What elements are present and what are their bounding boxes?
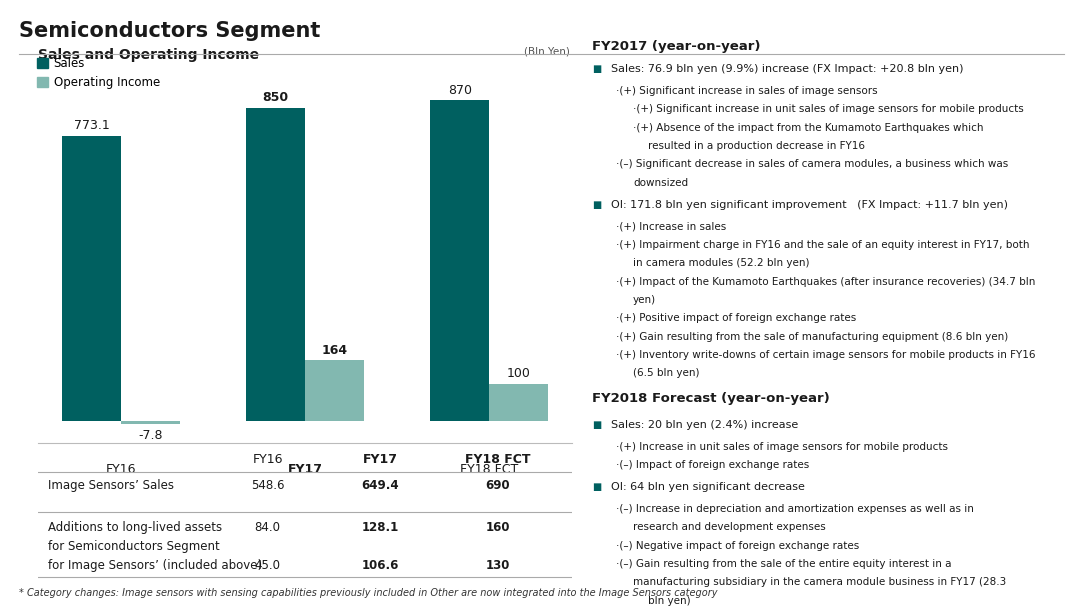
Text: Sales: 20 bln yen (2.4%) increase: Sales: 20 bln yen (2.4%) increase bbox=[611, 420, 798, 430]
Text: in camera modules (52.2 bln yen): in camera modules (52.2 bln yen) bbox=[633, 258, 809, 268]
Text: downsized: downsized bbox=[633, 178, 688, 188]
Text: FY18 FCT: FY18 FCT bbox=[460, 463, 518, 476]
Text: 548.6: 548.6 bbox=[251, 479, 284, 492]
Bar bbox=[489, 384, 549, 421]
Text: ·(+) Positive impact of foreign exchange rates: ·(+) Positive impact of foreign exchange… bbox=[616, 313, 855, 323]
Text: FY2018 Forecast (year-on-year): FY2018 Forecast (year-on-year) bbox=[592, 392, 829, 404]
Text: Sales and Operating Income: Sales and Operating Income bbox=[38, 48, 259, 62]
Bar bbox=[246, 108, 306, 421]
Text: 690: 690 bbox=[485, 479, 510, 492]
Text: FY16: FY16 bbox=[253, 453, 283, 466]
Bar bbox=[306, 360, 364, 421]
Bar bbox=[430, 100, 489, 421]
Text: 100: 100 bbox=[507, 367, 530, 380]
Text: (6.5 bln yen): (6.5 bln yen) bbox=[633, 368, 700, 378]
Text: 128.1: 128.1 bbox=[362, 521, 399, 533]
Text: * Category changes: Image sensors with sensing capabilities previously included : * Category changes: Image sensors with s… bbox=[19, 588, 718, 598]
Text: ·(+) Increase in unit sales of image sensors for mobile products: ·(+) Increase in unit sales of image sen… bbox=[616, 442, 947, 452]
Text: ·(–) Increase in depreciation and amortization expenses as well as in: ·(–) Increase in depreciation and amorti… bbox=[616, 504, 973, 514]
Text: ·(+) Gain resulting from the sale of manufacturing equipment (8.6 bln yen): ·(+) Gain resulting from the sale of man… bbox=[616, 332, 1008, 342]
Text: 164: 164 bbox=[322, 344, 348, 357]
Text: ·(+) Significant increase in sales of image sensors: ·(+) Significant increase in sales of im… bbox=[616, 86, 877, 96]
Text: 649.4: 649.4 bbox=[361, 479, 399, 492]
Text: resulted in a production decrease in FY16: resulted in a production decrease in FY1… bbox=[648, 141, 865, 151]
Text: 773.1: 773.1 bbox=[73, 119, 109, 133]
Text: ·(–) Significant decrease in sales of camera modules, a business which was: ·(–) Significant decrease in sales of ca… bbox=[616, 159, 1008, 169]
Text: -7.8: -7.8 bbox=[138, 429, 163, 442]
Text: ·(+) Impact of the Kumamoto Earthquakes (after insurance recoveries) (34.7 bln: ·(+) Impact of the Kumamoto Earthquakes … bbox=[616, 277, 1035, 287]
Legend: Sales, Operating Income: Sales, Operating Income bbox=[32, 52, 164, 93]
Text: ·(–) Impact of foreign exchange rates: ·(–) Impact of foreign exchange rates bbox=[616, 460, 809, 470]
Text: FY2017 (year-on-year): FY2017 (year-on-year) bbox=[592, 40, 760, 53]
Text: manufacturing subsidiary in the camera module business in FY17 (28.3: manufacturing subsidiary in the camera m… bbox=[633, 577, 1007, 587]
Text: FY17: FY17 bbox=[287, 463, 323, 476]
Text: ·(+) Impairment charge in FY16 and the sale of an equity interest in FY17, both: ·(+) Impairment charge in FY16 and the s… bbox=[616, 240, 1029, 250]
Text: ·(+) Significant increase in unit sales of image sensors for mobile products: ·(+) Significant increase in unit sales … bbox=[633, 104, 1024, 114]
Text: yen): yen) bbox=[633, 295, 656, 305]
Text: FY16: FY16 bbox=[106, 463, 136, 476]
Text: for Semiconductors Segment: for Semiconductors Segment bbox=[49, 540, 220, 553]
Text: FY17: FY17 bbox=[363, 453, 397, 466]
Text: Image Sensors’ Sales: Image Sensors’ Sales bbox=[49, 479, 175, 492]
Text: bln yen): bln yen) bbox=[648, 596, 690, 606]
Text: Sales: 76.9 bln yen (9.9%) increase (FX Impact: +20.8 bln yen): Sales: 76.9 bln yen (9.9%) increase (FX … bbox=[611, 64, 963, 74]
Text: 106.6: 106.6 bbox=[361, 559, 399, 572]
Text: (Bln Yen): (Bln Yen) bbox=[524, 46, 570, 57]
Text: ■: ■ bbox=[592, 200, 602, 210]
Text: ·(–) Negative impact of foreign exchange rates: ·(–) Negative impact of foreign exchange… bbox=[616, 541, 859, 551]
Text: 130: 130 bbox=[485, 559, 510, 572]
Text: 850: 850 bbox=[262, 91, 288, 104]
Text: for Image Sensors’ (included above): for Image Sensors’ (included above) bbox=[49, 559, 262, 572]
Text: 84.0: 84.0 bbox=[255, 521, 281, 533]
Text: ·(+) Absence of the impact from the Kumamoto Earthquakes which: ·(+) Absence of the impact from the Kuma… bbox=[633, 123, 984, 133]
Text: research and development expenses: research and development expenses bbox=[633, 522, 825, 532]
Text: ·(+) Inventory write-downs of certain image sensors for mobile products in FY16: ·(+) Inventory write-downs of certain im… bbox=[616, 350, 1035, 360]
Text: Additions to long-lived assets: Additions to long-lived assets bbox=[49, 521, 222, 533]
Bar bbox=[121, 421, 180, 424]
Bar bbox=[62, 136, 121, 421]
Text: OI: 64 bln yen significant decrease: OI: 64 bln yen significant decrease bbox=[611, 482, 806, 492]
Text: Semiconductors Segment: Semiconductors Segment bbox=[19, 21, 321, 42]
Text: ■: ■ bbox=[592, 64, 602, 74]
Text: OI: 171.8 bln yen significant improvement   (FX Impact: +11.7 bln yen): OI: 171.8 bln yen significant improvemen… bbox=[611, 200, 1009, 210]
Text: ■: ■ bbox=[592, 420, 602, 430]
Text: 160: 160 bbox=[485, 521, 510, 533]
Text: ·(–) Gain resulting from the sale of the entire equity interest in a: ·(–) Gain resulting from the sale of the… bbox=[616, 559, 951, 569]
Text: 870: 870 bbox=[448, 84, 472, 97]
Text: ·(+) Increase in sales: ·(+) Increase in sales bbox=[616, 222, 726, 232]
Text: 45.0: 45.0 bbox=[255, 559, 281, 572]
Text: ■: ■ bbox=[592, 482, 602, 492]
Text: FY18 FCT: FY18 FCT bbox=[464, 453, 530, 466]
